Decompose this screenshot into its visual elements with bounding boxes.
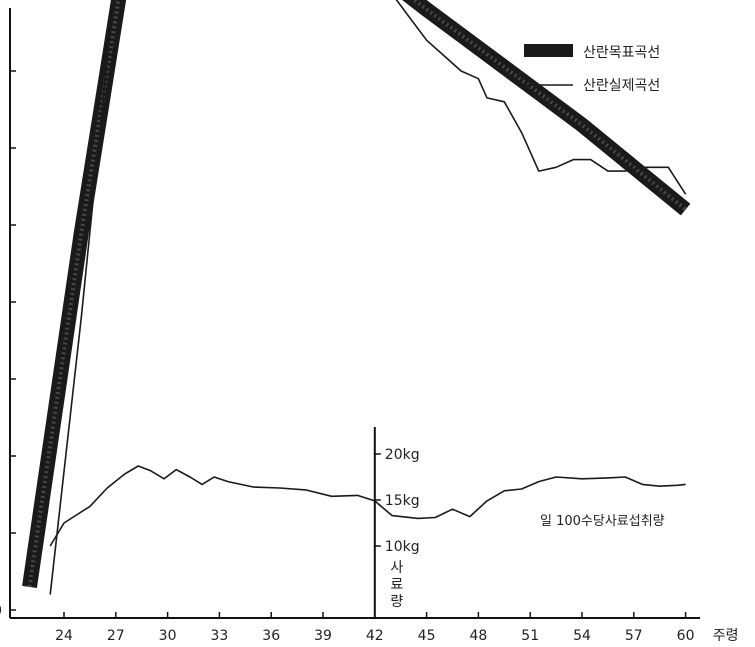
- axes: [9, 8, 700, 619]
- x-tick-label: 54: [573, 628, 591, 644]
- x-tick-label: 42: [366, 628, 384, 644]
- series-target-line: [22, 0, 691, 588]
- series-layer: [22, 0, 691, 595]
- legend-label: 산란목표곡선: [583, 45, 660, 61]
- x-tick-label: 57: [625, 628, 643, 644]
- feed-axis-title-char: 량: [390, 594, 403, 610]
- x-tick-label: 48: [469, 628, 487, 644]
- legend-swatch-thick: [524, 44, 573, 57]
- x-tick-label: 30: [159, 628, 177, 644]
- x-axis-title: 주령: [713, 628, 739, 644]
- x-tick-label: 60: [677, 628, 695, 644]
- feed-axis-tick-label: 15kg: [385, 493, 420, 509]
- feed-axis-title-char: 료: [390, 577, 403, 593]
- x-tick-label: 45: [418, 628, 436, 644]
- feed-axis-tick-label: 10kg: [385, 539, 420, 555]
- feed-axis-title-char: 사: [390, 560, 403, 576]
- x-tick-label: 24: [55, 628, 73, 644]
- x-tick-label: 33: [210, 628, 228, 644]
- x-tick-label: 27: [107, 628, 125, 644]
- feed-intake-annotation: 일 100수당사료섭취량: [540, 514, 665, 529]
- feed-axis: 20kg 15kg 10kg 사료량: [373, 427, 420, 618]
- tick-labels: 0 24 27 30 33 36 39 42 45 48 51 54 57 60 주령: [0, 603, 738, 644]
- x-tick-label: 51: [521, 628, 539, 644]
- x-tick-label: 39: [314, 628, 332, 644]
- series-feed-intake-line: [49, 465, 686, 547]
- y-tick-label: 0: [0, 603, 2, 619]
- x-tick-label: 36: [262, 628, 280, 644]
- series-actual-line: [49, 0, 687, 595]
- feed-axis-tick-label: 20kg: [385, 447, 420, 463]
- legend-label: 산란실제곡선: [583, 78, 660, 94]
